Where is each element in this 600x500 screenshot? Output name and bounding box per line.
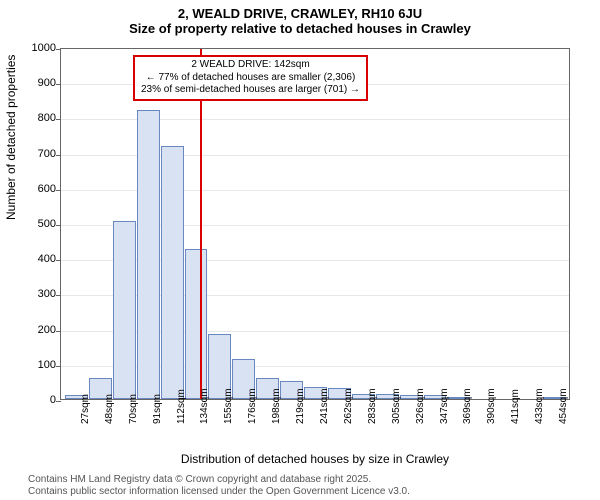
x-tick-label: 305sqm <box>391 388 402 424</box>
y-tick-label: 300 <box>16 288 56 300</box>
x-tick-label: 347sqm <box>439 388 450 424</box>
x-tick-label: 390sqm <box>486 388 497 424</box>
x-tick-label: 283sqm <box>367 388 378 424</box>
y-tick <box>56 225 61 226</box>
x-tick-label: 411sqm <box>510 389 521 424</box>
x-tick-label: 112sqm <box>176 389 187 424</box>
reference-line <box>200 49 202 399</box>
annotation-line3: 23% of semi-detached houses are larger (… <box>141 84 360 97</box>
x-tick-label: 70sqm <box>128 394 139 424</box>
y-tick-label: 100 <box>16 359 56 371</box>
x-tick-label: 262sqm <box>343 388 354 424</box>
y-tick <box>56 295 61 296</box>
annotation-line1: 2 WEALD DRIVE: 142sqm <box>141 59 360 72</box>
x-tick-label: 369sqm <box>462 388 473 424</box>
x-tick-label: 198sqm <box>271 388 282 424</box>
y-tick <box>56 331 61 332</box>
x-tick-label: 27sqm <box>80 394 91 424</box>
y-tick <box>56 84 61 85</box>
annotation-box: 2 WEALD DRIVE: 142sqm← 77% of detached h… <box>133 55 368 101</box>
x-tick-label: 454sqm <box>558 388 569 424</box>
y-tick-label: 900 <box>16 77 56 89</box>
x-tick-label: 433sqm <box>534 388 545 424</box>
chart-titles: 2, WEALD DRIVE, CRAWLEY, RH10 6JU Size o… <box>0 0 600 36</box>
x-tick-label: 241sqm <box>319 388 330 424</box>
histogram-bar <box>185 249 208 399</box>
x-tick-label: 176sqm <box>247 388 258 424</box>
annotation-line2: ← 77% of detached houses are smaller (2,… <box>141 72 360 85</box>
y-tick <box>56 119 61 120</box>
y-tick-label: 0 <box>16 394 56 406</box>
footer-line2: Contains public sector information licen… <box>28 486 410 497</box>
plot-area: 2 WEALD DRIVE: 142sqm← 77% of detached h… <box>60 48 570 400</box>
y-tick <box>56 401 61 402</box>
histogram-bar <box>161 146 184 399</box>
chart-title-line2: Size of property relative to detached ho… <box>0 21 600 36</box>
y-tick-label: 500 <box>16 218 56 230</box>
y-tick-label: 800 <box>16 112 56 124</box>
y-tick-label: 400 <box>16 253 56 265</box>
y-tick-label: 600 <box>16 183 56 195</box>
y-tick-label: 1000 <box>16 42 56 54</box>
y-tick <box>56 366 61 367</box>
x-tick-label: 134sqm <box>199 388 210 424</box>
x-tick-label: 219sqm <box>295 388 306 424</box>
x-tick-label: 48sqm <box>104 394 115 424</box>
y-tick-label: 200 <box>16 324 56 336</box>
x-tick-label: 91sqm <box>152 394 163 424</box>
chart-title-line1: 2, WEALD DRIVE, CRAWLEY, RH10 6JU <box>0 6 600 21</box>
x-axis-label: Distribution of detached houses by size … <box>60 452 570 466</box>
y-tick-label: 700 <box>16 148 56 160</box>
histogram-bar <box>137 110 160 399</box>
x-tick-label: 326sqm <box>415 388 426 424</box>
y-tick <box>56 49 61 50</box>
footer-line1: Contains HM Land Registry data © Crown c… <box>28 474 371 485</box>
histogram-bar <box>113 221 136 399</box>
y-tick <box>56 155 61 156</box>
y-tick <box>56 190 61 191</box>
y-tick <box>56 260 61 261</box>
x-tick-label: 155sqm <box>223 388 234 424</box>
